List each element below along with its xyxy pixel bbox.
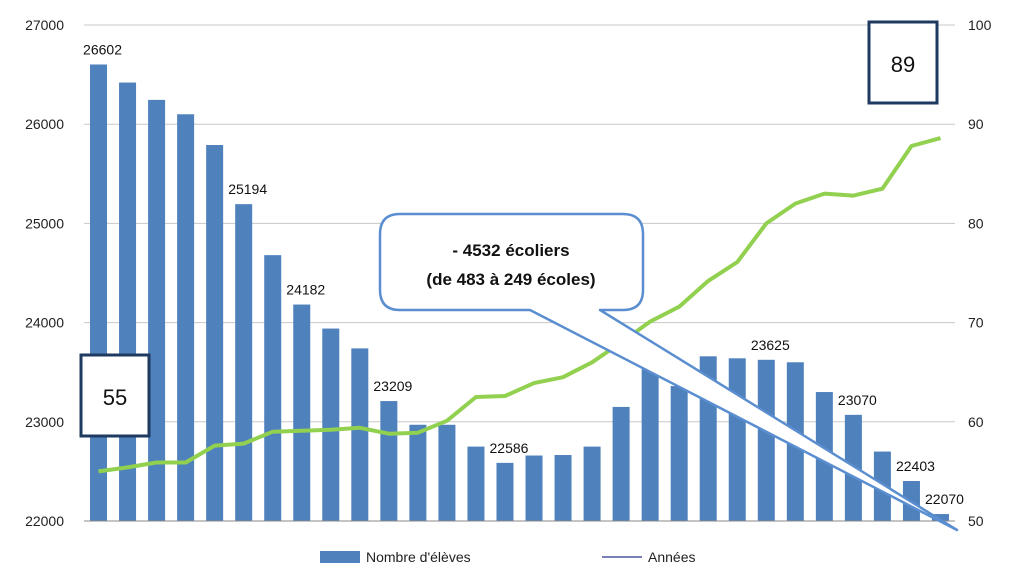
bar — [177, 114, 195, 521]
bar-data-labels: 26602 25194 24182 23209 22586 23625 23070 22403… — [83, 41, 964, 507]
bar-data-label: 24182 — [286, 282, 325, 298]
left-tick-label: 26000 — [25, 116, 64, 132]
bar — [670, 386, 688, 521]
bar-data-label: 23209 — [373, 378, 412, 394]
right-tick-label: 60 — [968, 414, 984, 430]
bar — [467, 446, 485, 521]
left-tick-label: 27000 — [25, 17, 64, 33]
legend-label-bars: Nombre d'élèves — [366, 549, 471, 565]
left-tick-label: 22000 — [25, 513, 64, 529]
right-tick-label: 70 — [968, 315, 984, 331]
right-axis-ticks: 50 60 70 80 90 100 — [968, 17, 992, 529]
end-value-text: 89 — [891, 52, 915, 77]
start-value-text: 55 — [103, 385, 127, 410]
left-tick-label: 25000 — [25, 215, 64, 231]
legend-swatch-bars — [320, 551, 360, 563]
start-value-box: 55 — [79, 353, 151, 438]
bar — [728, 358, 746, 521]
bar-series — [90, 64, 949, 522]
line-series — [98, 136, 942, 474]
bar — [206, 145, 224, 522]
callout-line-2: (de 483 à 249 écoles) — [426, 270, 595, 289]
bar — [641, 369, 659, 521]
bar — [322, 328, 340, 521]
bar — [554, 455, 572, 521]
right-tick-label: 90 — [968, 116, 984, 132]
end-value-box: 89 — [867, 20, 939, 105]
right-tick-label: 80 — [968, 215, 984, 231]
bar-data-label: 26602 — [83, 41, 122, 57]
left-tick-label: 24000 — [25, 315, 64, 331]
bar — [612, 406, 630, 521]
bar — [148, 99, 166, 522]
legend: Nombre d'élèves Années — [320, 549, 695, 565]
bar — [90, 64, 108, 521]
left-tick-label: 23000 — [25, 414, 64, 430]
bar — [409, 424, 427, 521]
bar-data-label: 23070 — [838, 392, 877, 408]
bar — [293, 304, 311, 521]
bar-data-label: 23625 — [751, 337, 790, 353]
bar-data-label: 22586 — [490, 440, 529, 456]
bar — [438, 424, 456, 521]
bar — [119, 82, 137, 521]
bar — [496, 462, 514, 521]
callout-line-1: - 4532 écoliers — [452, 241, 569, 260]
right-tick-label: 50 — [968, 513, 984, 529]
line-path — [98, 136, 942, 474]
bar — [235, 204, 253, 521]
bar — [380, 401, 398, 521]
bar-data-label: 22070 — [925, 491, 964, 507]
right-tick-label: 100 — [968, 17, 992, 33]
bar — [931, 514, 949, 521]
callout-bubble: - 4532 écoliers (de 483 à 249 écoles) — [378, 212, 959, 532]
legend-label-line: Années — [648, 549, 695, 565]
bar — [583, 446, 601, 521]
bar — [351, 348, 369, 521]
bar — [525, 455, 543, 521]
left-axis-ticks: 22000 23000 24000 25000 26000 27000 — [25, 17, 64, 529]
bar — [757, 359, 775, 521]
bar-data-label: 22403 — [896, 458, 935, 474]
bar-data-label: 25194 — [228, 181, 267, 197]
bar — [264, 255, 282, 522]
